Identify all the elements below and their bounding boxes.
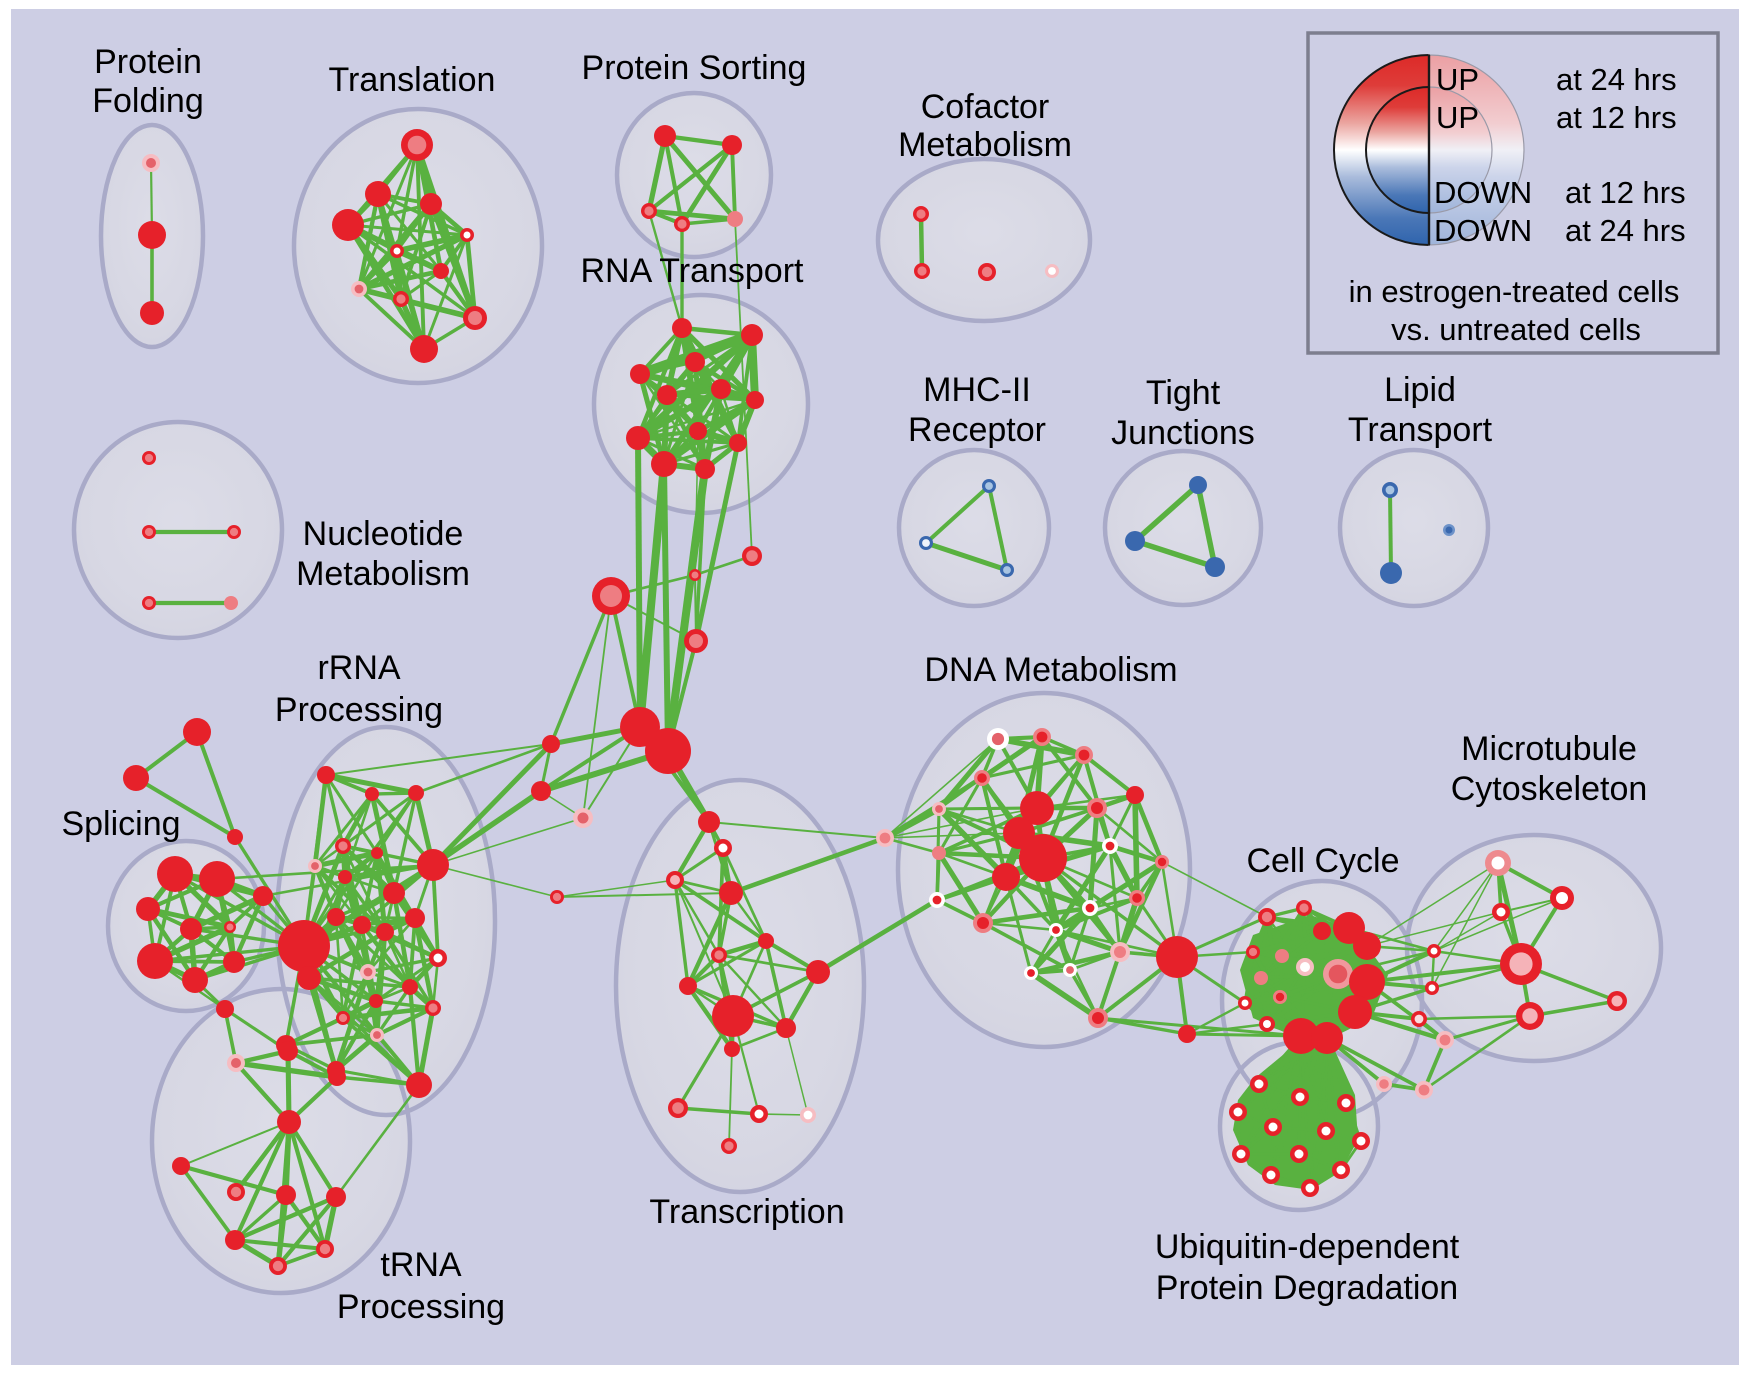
- svg-text:Folding: Folding: [92, 82, 204, 120]
- svg-text:Translation: Translation: [329, 61, 496, 99]
- svg-text:Microtubule: Microtubule: [1461, 730, 1637, 768]
- svg-text:at 24 hrs: at 24 hrs: [1556, 62, 1677, 97]
- svg-text:UP: UP: [1436, 100, 1479, 135]
- svg-text:Receptor: Receptor: [908, 411, 1046, 449]
- svg-text:Junctions: Junctions: [1111, 414, 1255, 452]
- svg-text:vs. untreated cells: vs. untreated cells: [1391, 312, 1641, 347]
- svg-text:at 12 hrs: at 12 hrs: [1565, 175, 1686, 210]
- svg-text:in estrogen-treated cells: in estrogen-treated cells: [1349, 274, 1680, 309]
- svg-text:at 12 hrs: at 12 hrs: [1556, 100, 1677, 135]
- svg-text:Protein: Protein: [94, 43, 202, 81]
- svg-text:at 24 hrs: at 24 hrs: [1565, 213, 1686, 248]
- svg-text:Cofactor: Cofactor: [921, 88, 1050, 126]
- svg-text:Cell Cycle: Cell Cycle: [1246, 842, 1399, 880]
- svg-text:Protein Sorting: Protein Sorting: [582, 49, 807, 87]
- svg-text:Processing: Processing: [337, 1288, 505, 1326]
- svg-text:Metabolism: Metabolism: [898, 126, 1072, 164]
- svg-text:Protein Degradation: Protein Degradation: [1156, 1269, 1458, 1307]
- svg-text:Cytoskeleton: Cytoskeleton: [1451, 770, 1648, 808]
- svg-text:UP: UP: [1436, 62, 1479, 97]
- svg-text:Splicing: Splicing: [61, 805, 180, 843]
- svg-text:MHC-II: MHC-II: [923, 371, 1031, 409]
- svg-text:rRNA: rRNA: [317, 649, 400, 687]
- svg-text:RNA Transport: RNA Transport: [581, 252, 805, 290]
- svg-text:tRNA: tRNA: [380, 1246, 462, 1284]
- svg-text:Tight: Tight: [1146, 374, 1221, 412]
- svg-text:Nucleotide: Nucleotide: [303, 515, 464, 553]
- svg-text:Transport: Transport: [1348, 411, 1493, 449]
- svg-text:Lipid: Lipid: [1384, 371, 1456, 409]
- svg-text:DOWN: DOWN: [1434, 213, 1532, 248]
- svg-text:DNA Metabolism: DNA Metabolism: [924, 651, 1177, 689]
- svg-text:Ubiquitin-dependent: Ubiquitin-dependent: [1155, 1228, 1460, 1266]
- svg-text:Transcription: Transcription: [649, 1193, 844, 1231]
- svg-text:DOWN: DOWN: [1434, 175, 1532, 210]
- svg-text:Metabolism: Metabolism: [296, 555, 470, 593]
- svg-text:Processing: Processing: [275, 691, 443, 729]
